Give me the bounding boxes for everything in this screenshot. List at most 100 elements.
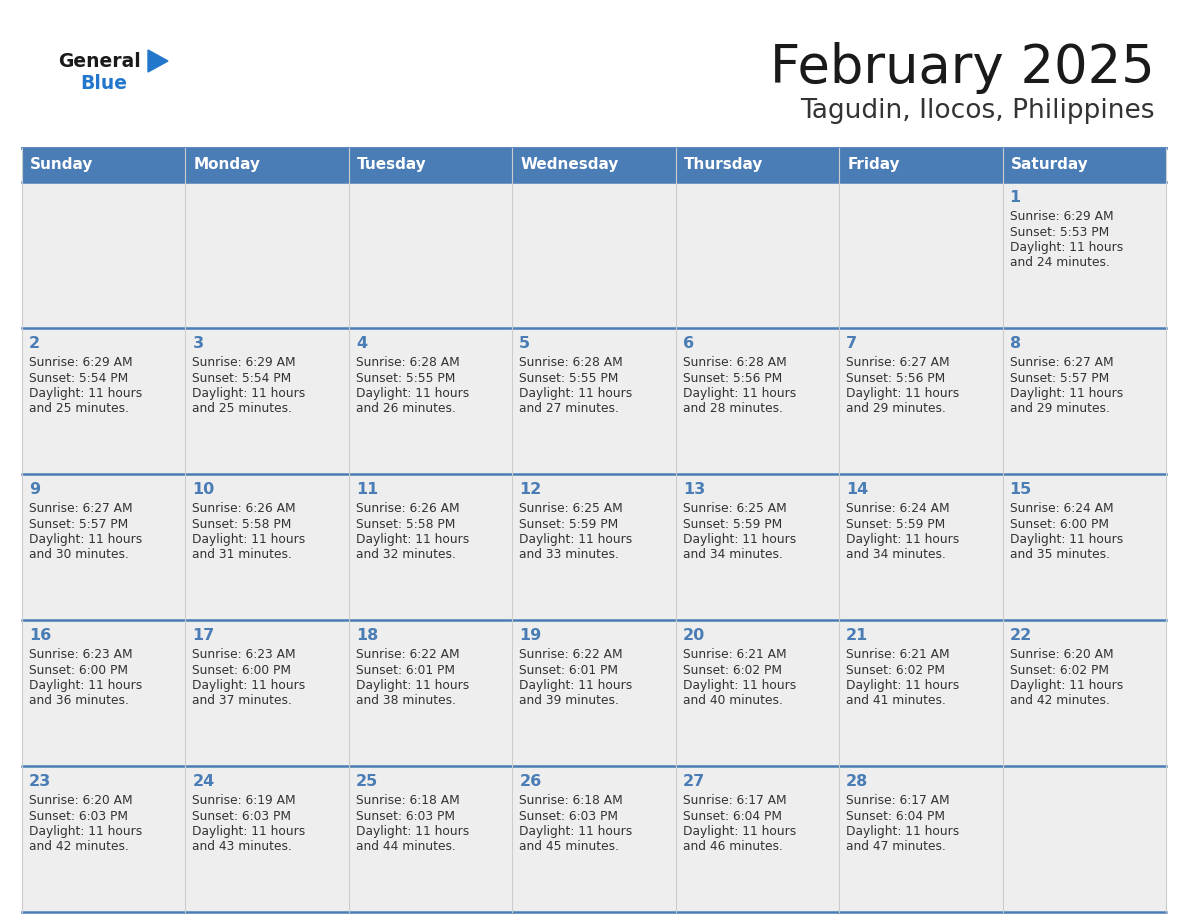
Text: 21: 21 [846,628,868,643]
Text: Daylight: 11 hours: Daylight: 11 hours [683,679,796,692]
Text: Sunrise: 6:29 AM: Sunrise: 6:29 AM [29,356,133,369]
Text: 15: 15 [1010,482,1032,497]
Text: Sunset: 6:04 PM: Sunset: 6:04 PM [846,810,946,823]
Text: and 41 minutes.: and 41 minutes. [846,695,946,708]
Text: Sunset: 5:53 PM: Sunset: 5:53 PM [1010,226,1108,239]
Bar [23,620,1165,766]
Text: and 25 minutes.: and 25 minutes. [192,402,292,416]
Text: Daylight: 11 hours: Daylight: 11 hours [683,387,796,400]
Text: Daylight: 11 hours: Daylight: 11 hours [29,533,143,546]
Text: and 34 minutes.: and 34 minutes. [846,548,946,562]
Text: Daylight: 11 hours: Daylight: 11 hours [356,533,469,546]
Text: and 40 minutes.: and 40 minutes. [683,695,783,708]
Text: Sunset: 5:56 PM: Sunset: 5:56 PM [683,372,782,385]
Text: Sunset: 6:03 PM: Sunset: 6:03 PM [29,810,128,823]
Text: Sunrise: 6:18 AM: Sunrise: 6:18 AM [519,794,623,807]
Text: Sunset: 5:54 PM: Sunset: 5:54 PM [29,372,128,385]
Text: Sunrise: 6:26 AM: Sunrise: 6:26 AM [356,502,460,515]
Text: and 34 minutes.: and 34 minutes. [683,548,783,562]
Text: Daylight: 11 hours: Daylight: 11 hours [683,533,796,546]
Text: Sunset: 5:56 PM: Sunset: 5:56 PM [846,372,946,385]
Bar [23,182,1165,328]
Text: Daylight: 11 hours: Daylight: 11 hours [356,825,469,838]
Text: Daylight: 11 hours: Daylight: 11 hours [683,825,796,838]
Text: Sunrise: 6:27 AM: Sunrise: 6:27 AM [29,502,133,515]
Text: Sunset: 6:03 PM: Sunset: 6:03 PM [356,810,455,823]
Text: and 24 minutes.: and 24 minutes. [1010,256,1110,270]
Text: Daylight: 11 hours: Daylight: 11 hours [519,387,632,400]
Text: Sunrise: 6:24 AM: Sunrise: 6:24 AM [846,502,949,515]
Text: Sunrise: 6:20 AM: Sunrise: 6:20 AM [1010,648,1113,661]
Text: and 44 minutes.: and 44 minutes. [356,841,456,854]
Text: Blue: Blue [80,74,127,93]
Text: 11: 11 [356,482,378,497]
Text: and 26 minutes.: and 26 minutes. [356,402,456,416]
Text: and 33 minutes.: and 33 minutes. [519,548,619,562]
Text: 6: 6 [683,336,694,351]
Text: Sunset: 5:57 PM: Sunset: 5:57 PM [1010,372,1108,385]
Text: Daylight: 11 hours: Daylight: 11 hours [519,679,632,692]
Text: 10: 10 [192,482,215,497]
Text: and 46 minutes.: and 46 minutes. [683,841,783,854]
Text: Sunset: 5:57 PM: Sunset: 5:57 PM [29,518,128,531]
Text: Daylight: 11 hours: Daylight: 11 hours [192,825,305,838]
Text: Daylight: 11 hours: Daylight: 11 hours [192,387,305,400]
Text: 18: 18 [356,628,378,643]
Text: Daylight: 11 hours: Daylight: 11 hours [519,825,632,838]
Text: 27: 27 [683,774,704,789]
Text: and 45 minutes.: and 45 minutes. [519,841,619,854]
Text: Daylight: 11 hours: Daylight: 11 hours [356,387,469,400]
Text: and 38 minutes.: and 38 minutes. [356,695,456,708]
Text: Monday: Monday [194,158,260,173]
Text: Daylight: 11 hours: Daylight: 11 hours [846,533,960,546]
Text: Daylight: 11 hours: Daylight: 11 hours [1010,679,1123,692]
Text: Sunset: 6:02 PM: Sunset: 6:02 PM [1010,664,1108,677]
Text: Daylight: 11 hours: Daylight: 11 hours [192,679,305,692]
Text: Sunday: Sunday [30,158,94,173]
Text: Daylight: 11 hours: Daylight: 11 hours [519,533,632,546]
Text: and 32 minutes.: and 32 minutes. [356,548,456,562]
Text: 28: 28 [846,774,868,789]
Text: February 2025: February 2025 [770,42,1155,94]
Text: Sunrise: 6:27 AM: Sunrise: 6:27 AM [1010,356,1113,369]
Text: Friday: Friday [847,158,899,173]
Text: Sunrise: 6:22 AM: Sunrise: 6:22 AM [519,648,623,661]
Text: and 47 minutes.: and 47 minutes. [846,841,946,854]
Text: and 25 minutes.: and 25 minutes. [29,402,129,416]
Text: Sunset: 5:58 PM: Sunset: 5:58 PM [192,518,292,531]
Text: 17: 17 [192,628,215,643]
Bar [23,766,1165,912]
Text: Sunset: 6:01 PM: Sunset: 6:01 PM [356,664,455,677]
Text: 9: 9 [29,482,40,497]
Text: Sunset: 5:59 PM: Sunset: 5:59 PM [846,518,946,531]
Text: Sunset: 5:58 PM: Sunset: 5:58 PM [356,518,455,531]
Text: Sunrise: 6:17 AM: Sunrise: 6:17 AM [683,794,786,807]
Text: and 29 minutes.: and 29 minutes. [1010,402,1110,416]
Text: Sunrise: 6:23 AM: Sunrise: 6:23 AM [29,648,133,661]
Text: Sunrise: 6:24 AM: Sunrise: 6:24 AM [1010,502,1113,515]
Text: 24: 24 [192,774,215,789]
Text: 16: 16 [29,628,51,643]
Polygon shape [148,50,168,72]
Text: and 42 minutes.: and 42 minutes. [1010,695,1110,708]
Text: 19: 19 [519,628,542,643]
Text: Sunset: 5:55 PM: Sunset: 5:55 PM [356,372,455,385]
Text: Daylight: 11 hours: Daylight: 11 hours [356,679,469,692]
Text: Thursday: Thursday [684,158,763,173]
Text: Sunset: 5:54 PM: Sunset: 5:54 PM [192,372,292,385]
Text: Sunrise: 6:29 AM: Sunrise: 6:29 AM [192,356,296,369]
Text: Sunset: 6:02 PM: Sunset: 6:02 PM [683,664,782,677]
Text: Daylight: 11 hours: Daylight: 11 hours [29,825,143,838]
Text: Sunset: 6:03 PM: Sunset: 6:03 PM [519,810,618,823]
Text: and 39 minutes.: and 39 minutes. [519,695,619,708]
Text: 22: 22 [1010,628,1032,643]
Text: Sunrise: 6:26 AM: Sunrise: 6:26 AM [192,502,296,515]
Text: and 28 minutes.: and 28 minutes. [683,402,783,416]
Text: and 36 minutes.: and 36 minutes. [29,695,128,708]
Text: Daylight: 11 hours: Daylight: 11 hours [1010,387,1123,400]
Text: Sunset: 6:00 PM: Sunset: 6:00 PM [192,664,291,677]
Text: Wednesday: Wednesday [520,158,619,173]
Text: Daylight: 11 hours: Daylight: 11 hours [1010,533,1123,546]
Text: Tuesday: Tuesday [356,158,426,173]
Bar [23,474,1165,620]
